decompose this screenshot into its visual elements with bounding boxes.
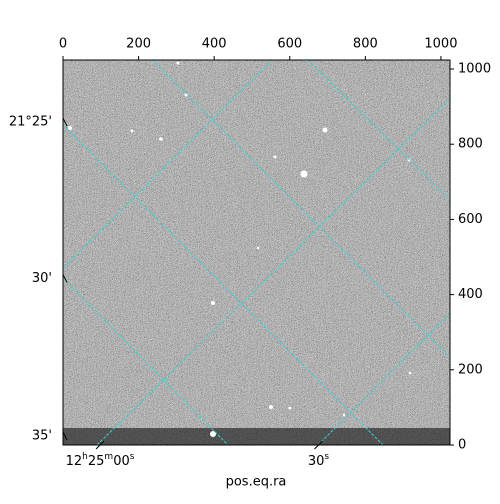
x-tick-label: 600 (277, 37, 302, 52)
x-tick-label: 0 (59, 37, 67, 52)
x-tick-label: 400 (202, 37, 227, 52)
world-y-tick-label: 35' (32, 428, 52, 443)
x-tick-label: 200 (126, 37, 151, 52)
frame (62, 59, 451, 446)
world-y-tick-label: 30' (32, 271, 52, 286)
image-edge (63, 428, 450, 445)
stars (68, 61, 412, 437)
y-tick-label: 200 (458, 362, 483, 377)
sky-noise (63, 60, 450, 445)
x-tick-label: 800 (353, 37, 378, 52)
x-tick-label: 1000 (424, 37, 457, 52)
world-y-tick (62, 431, 68, 441)
wcs-grid (63, 60, 450, 445)
y-tick-label: 0 (458, 438, 466, 453)
world-y-tick-label: 21°25' (9, 115, 52, 130)
world-x-tick (314, 440, 323, 450)
world-x-tick (95, 440, 105, 450)
y-tick-label: 800 (458, 137, 483, 152)
world-y-tick (62, 274, 68, 283)
y-tick-label: 600 (458, 212, 483, 227)
y-tick-label: 1000 (458, 62, 491, 77)
world-x-tick-label: 30s (308, 452, 330, 469)
y-tick-label: 400 (458, 287, 483, 302)
world-x-tick-label: 12h25m00s (66, 452, 135, 469)
world-y-tick (62, 117, 68, 127)
x-axis-label: pos.eq.ra (226, 475, 287, 490)
